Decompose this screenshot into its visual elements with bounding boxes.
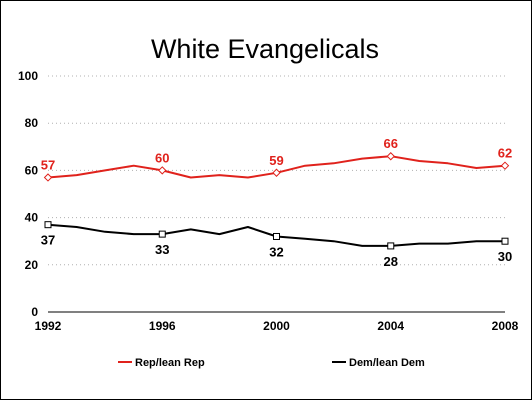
legend-label: Rep/lean Rep: [135, 357, 205, 369]
data-label: 32: [269, 244, 283, 259]
y-tick-label: 20: [25, 258, 39, 272]
x-tick-label: 2004: [377, 319, 404, 333]
x-tick-label: 1992: [35, 319, 62, 333]
data-point: [500, 161, 510, 170]
y-axis: 0 20 40 60 80 100: [18, 69, 38, 319]
data-labels: 57 60 59 66 62 37 33 32 28 30: [41, 136, 512, 269]
data-point: [43, 173, 53, 182]
data-point: [386, 152, 395, 161]
legend-label: Dem/lean Dem: [349, 357, 425, 369]
data-point: [272, 168, 281, 177]
data-label: 57: [41, 157, 55, 172]
data-label: 37: [41, 233, 55, 248]
legend: Rep/lean Rep Dem/lean Dem: [118, 357, 425, 369]
y-tick-label: 40: [25, 211, 39, 225]
data-label: 28: [384, 254, 398, 269]
x-tick-label: 2008: [492, 319, 519, 333]
y-tick-label: 60: [25, 163, 39, 177]
x-tick-label: 1996: [149, 319, 176, 333]
x-axis: 1992 1996 2000 2004 2008: [35, 319, 519, 333]
data-point: [158, 166, 167, 175]
y-tick-label: 80: [25, 116, 39, 130]
y-tick-label: 0: [31, 305, 38, 319]
y-tick-label: 100: [18, 69, 38, 83]
data-label: 59: [269, 153, 283, 168]
data-point: [273, 232, 280, 240]
data-point: [501, 237, 509, 245]
grid: [48, 75, 505, 266]
series-group: [43, 152, 510, 250]
data-label: 60: [155, 150, 169, 165]
data-label: 33: [155, 242, 169, 257]
chart-title: White Evangelicals: [151, 34, 379, 64]
data-label: 62: [498, 146, 512, 161]
x-tick-label: 2000: [263, 319, 290, 333]
data-point: [387, 242, 395, 250]
data-label: 66: [384, 136, 398, 151]
data-label: 30: [498, 249, 512, 264]
data-point: [44, 221, 52, 229]
data-point: [158, 230, 166, 238]
